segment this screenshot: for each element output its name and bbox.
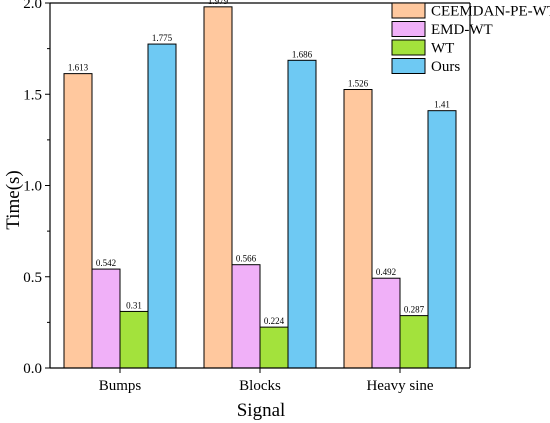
bar-heavy-sine-wt: [399, 315, 429, 369]
legend-swatch: [391, 39, 426, 56]
legend-swatch: [391, 58, 426, 74]
y-tick-label: 0.5: [23, 270, 42, 286]
bar-blocks-ours: [287, 59, 317, 369]
y-tick-label: 0.0: [23, 361, 42, 377]
x-category-label: Blocks: [239, 378, 281, 394]
x-axis-title: Signal: [237, 400, 286, 421]
data-label: 1.526: [348, 79, 369, 89]
y-axis-title: Time(s): [3, 170, 24, 229]
legend-label: CEEMDAN-PE-WT: [431, 4, 550, 20]
y-tick-label: 1.5: [23, 87, 42, 103]
data-label: 0.492: [376, 267, 396, 277]
legend-swatch: [391, 2, 426, 19]
data-label: 0.287: [404, 305, 425, 315]
data-label: 1.686: [292, 49, 313, 59]
bar-blocks-wt: [259, 326, 289, 369]
bar-bumps-wt: [119, 310, 149, 369]
data-label: 0.224: [264, 316, 285, 326]
legend-swatch: [391, 21, 426, 37]
x-category-label: Bumps: [99, 378, 142, 394]
y-tick-label: 1.0: [23, 179, 42, 195]
bar-blocks-ceemdan-pe-wt: [203, 6, 233, 369]
data-label: 1.775: [152, 33, 173, 43]
bar-bumps-emd-wt: [91, 268, 121, 369]
bar-heavy-sine-ours: [427, 110, 457, 369]
bar-bumps-ceemdan-pe-wt: [63, 73, 93, 369]
bar-heavy-sine-ceemdan-pe-wt: [343, 89, 373, 369]
legend-label: Ours: [431, 59, 460, 75]
data-label: 1.613: [68, 63, 89, 73]
data-label: 0.542: [96, 258, 116, 268]
legend: CEEMDAN-PE-WT EMD-WT WT Ours: [391, 2, 550, 75]
legend-label: WT: [431, 41, 454, 57]
data-label: 0.566: [236, 254, 257, 264]
bar-bumps-ours: [147, 43, 177, 369]
data-label: 0.31: [126, 300, 142, 310]
x-category-label: Heavy sine: [366, 378, 433, 394]
data-label: 1.41: [434, 100, 450, 110]
bar-heavy-sine-emd-wt: [371, 277, 401, 369]
legend-label: EMD-WT: [431, 22, 493, 38]
y-tick-label: 2.0: [23, 0, 42, 12]
bar-blocks-emd-wt: [231, 264, 261, 369]
